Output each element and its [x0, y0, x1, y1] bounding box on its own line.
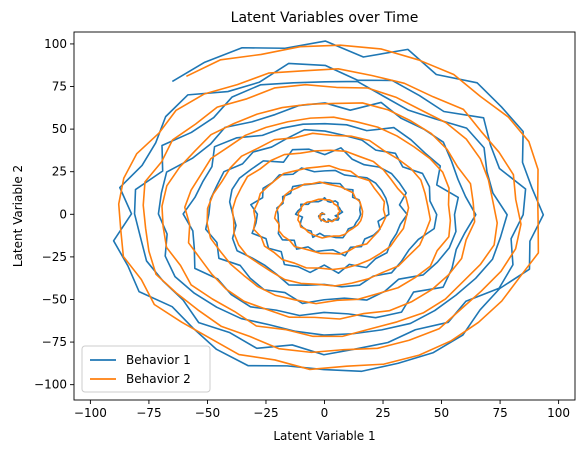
- x-tick-label: 50: [434, 406, 449, 420]
- y-tick-label: 75: [52, 80, 67, 94]
- y-tick-label: −75: [42, 335, 67, 349]
- y-tick-label: −25: [42, 250, 67, 264]
- y-tick-label: 0: [59, 207, 67, 221]
- x-tick-label: 25: [375, 406, 390, 420]
- legend: Behavior 1 Behavior 2: [81, 345, 211, 393]
- chart-title: Latent Variables over Time: [231, 10, 419, 26]
- legend-label: Behavior 1: [126, 353, 191, 367]
- series-line-1: [112, 40, 545, 373]
- x-tick-label: 0: [321, 406, 329, 420]
- y-axis-label: Latent Variable 2: [11, 165, 25, 267]
- y-tick-label: 25: [52, 165, 67, 179]
- y-tick-label: −50: [42, 292, 67, 306]
- x-axis-label: Latent Variable 1: [273, 429, 375, 443]
- x-tick-label: 75: [492, 406, 507, 420]
- x-tick-label: −25: [253, 406, 278, 420]
- x-tick-label: 100: [547, 406, 570, 420]
- x-tick-label: −50: [195, 406, 220, 420]
- series-line-2: [117, 44, 540, 371]
- y-axis: −100 −75 −50 −25 0 25 50 75 100: [34, 37, 74, 392]
- y-tick-label: 100: [44, 37, 67, 51]
- y-tick-label: −100: [34, 378, 67, 392]
- x-tick-label: −75: [136, 406, 161, 420]
- legend-label: Behavior 2: [126, 372, 191, 386]
- legend-box: [81, 345, 211, 393]
- x-axis: −100 −75 −50 −25 0 25 50 75 100: [74, 400, 570, 420]
- x-tick-label: −100: [74, 406, 107, 420]
- y-tick-label: 50: [52, 122, 67, 136]
